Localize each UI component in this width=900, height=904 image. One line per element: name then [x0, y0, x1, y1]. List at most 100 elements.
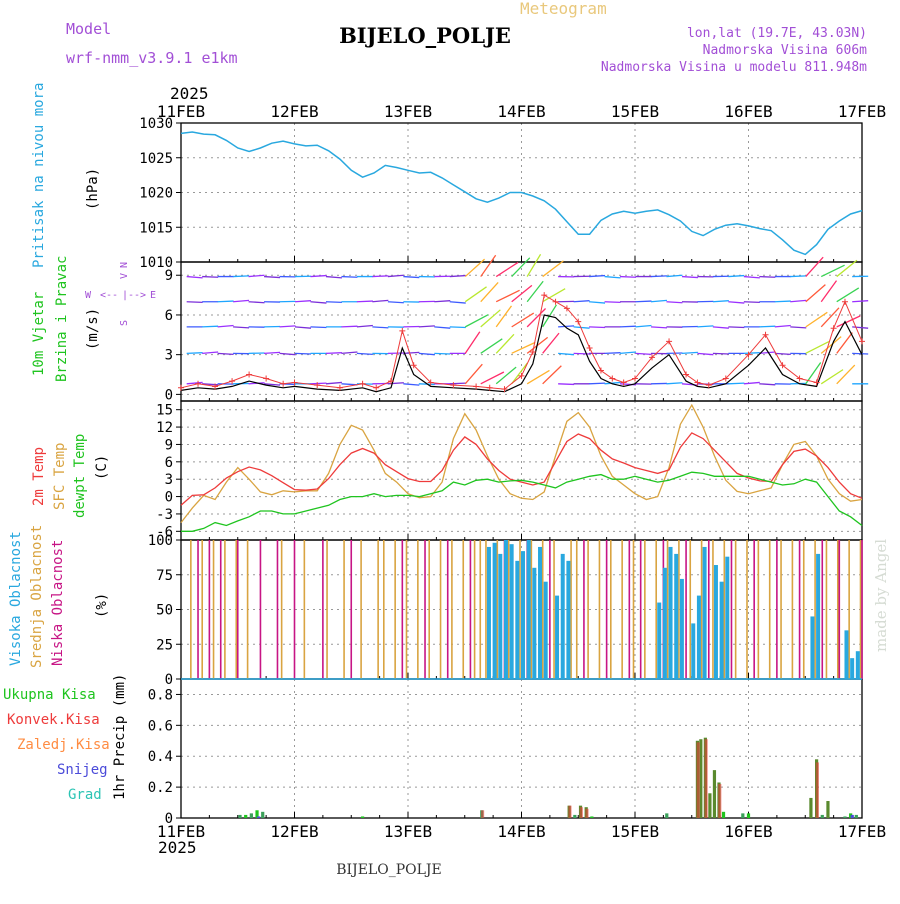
cloud-bar — [735, 540, 737, 679]
wind-barb — [434, 353, 450, 354]
wind-barb — [326, 353, 342, 354]
wind-barb — [821, 370, 843, 384]
cloud-bar — [667, 540, 669, 679]
cloud-bar — [281, 540, 283, 679]
cloud-bar — [703, 547, 707, 679]
cloud-bar — [799, 540, 801, 679]
cloud-bar — [821, 540, 823, 679]
wind-barb — [403, 384, 419, 385]
wind-barb — [558, 384, 574, 385]
top-date-label: 12FEB — [270, 102, 318, 121]
wind-barb — [341, 326, 357, 327]
wind-barb — [357, 326, 373, 327]
wind-barbs — [187, 254, 869, 385]
cloud-bar — [479, 540, 481, 679]
y-tick-label: 1025 — [139, 151, 173, 167]
y-tick-label: 1020 — [139, 186, 173, 202]
wind-barb — [496, 290, 519, 301]
temp-unit: (C) — [94, 455, 110, 480]
gust-marker — [263, 375, 269, 381]
wind-barb — [233, 300, 249, 301]
panel-precipitation: 00.20.40.60.8 — [148, 679, 862, 827]
cloud-bar — [674, 554, 678, 679]
wind-barb — [744, 382, 760, 383]
cloud-bar — [691, 623, 695, 679]
precip-bar — [821, 815, 824, 818]
cloud-bar — [553, 540, 555, 679]
bottom-date-label: 16FEB — [724, 822, 772, 841]
wind-barb — [264, 277, 280, 278]
gust-marker — [609, 375, 615, 381]
precip-legend-conv: Konvek.Kisa — [7, 712, 100, 728]
cloud-bar — [561, 554, 565, 679]
footer-station: BIJELO_POLJE — [336, 862, 441, 878]
top-date-label: 16FEB — [724, 102, 772, 121]
y-tick-label: 75 — [156, 568, 173, 584]
wind-barb — [589, 302, 605, 303]
wind-barb — [233, 276, 249, 277]
top-date-label: 15FEB — [611, 102, 659, 121]
wind-barb — [666, 383, 682, 384]
precip-bar — [722, 812, 725, 818]
cloud-bar — [629, 540, 631, 679]
wind-barb — [341, 277, 357, 278]
cloud-bar — [644, 540, 646, 679]
temp-ylabel-2: SFC Temp — [52, 443, 68, 510]
precip-bar — [747, 813, 750, 818]
wind-barb — [372, 276, 388, 277]
cloud-bar — [235, 540, 237, 679]
compass-arrow-w: <-- — [100, 290, 118, 301]
cloud-bar — [515, 561, 519, 679]
station-title: BIJELO_POLJE — [339, 23, 511, 48]
bottom-date-label: 13FEB — [384, 822, 432, 841]
cloud-bar — [856, 651, 860, 679]
wind-barb — [218, 301, 234, 302]
cloud-bar — [247, 540, 249, 679]
wind-barb — [388, 383, 404, 384]
y-tick-label: 0 — [165, 672, 173, 688]
precip-bar — [816, 762, 819, 818]
cloud-bar — [697, 596, 701, 679]
cloud-bar — [493, 543, 497, 679]
wind-barb — [450, 383, 466, 384]
wind-barb — [651, 300, 667, 301]
wind-barb — [202, 277, 218, 278]
wind-barb — [759, 326, 775, 327]
panels: 101010151020102510300369-6-3036912150255… — [139, 116, 868, 827]
cloud-bar — [322, 540, 324, 679]
wind-barb — [636, 326, 652, 327]
top-date-label: 11FEB — [157, 102, 205, 121]
cloud-bar — [689, 540, 691, 679]
wind-barb — [837, 365, 855, 384]
wind-barb — [403, 352, 419, 353]
wind-barb — [744, 277, 760, 278]
precip-bar — [261, 812, 264, 818]
y-tick-label: 3 — [165, 348, 173, 364]
cloud-bar — [504, 540, 508, 679]
cloud-bar — [583, 540, 585, 679]
compass-n: N — [119, 262, 130, 268]
cloud-bar — [712, 540, 714, 679]
precip-legend-freezing: Zaledj.Kisa — [17, 737, 110, 753]
wind-barb — [187, 302, 203, 303]
bottom-date-label: 12FEB — [270, 822, 318, 841]
cloud-bar — [521, 551, 525, 679]
cloud-bar — [498, 554, 502, 679]
top-date-label: 13FEB — [384, 102, 432, 121]
wind-barb — [806, 342, 829, 354]
wind-barb — [852, 301, 868, 302]
wind-barb — [821, 308, 839, 327]
wind-barb — [589, 276, 605, 277]
precip-legend-graupel: Grad — [68, 787, 102, 803]
cloud-bar — [542, 540, 544, 679]
wind-barb — [450, 302, 466, 303]
wind-barb — [775, 301, 791, 302]
cloud-bar — [519, 540, 521, 679]
panel-frame — [181, 262, 862, 401]
wind-barb — [481, 255, 496, 276]
precip-bar — [665, 813, 668, 818]
cloud-bar — [508, 540, 510, 679]
cloud-bar — [451, 540, 453, 679]
watermark: made by Angel — [872, 539, 890, 652]
y-tick-label: 1015 — [139, 220, 173, 236]
